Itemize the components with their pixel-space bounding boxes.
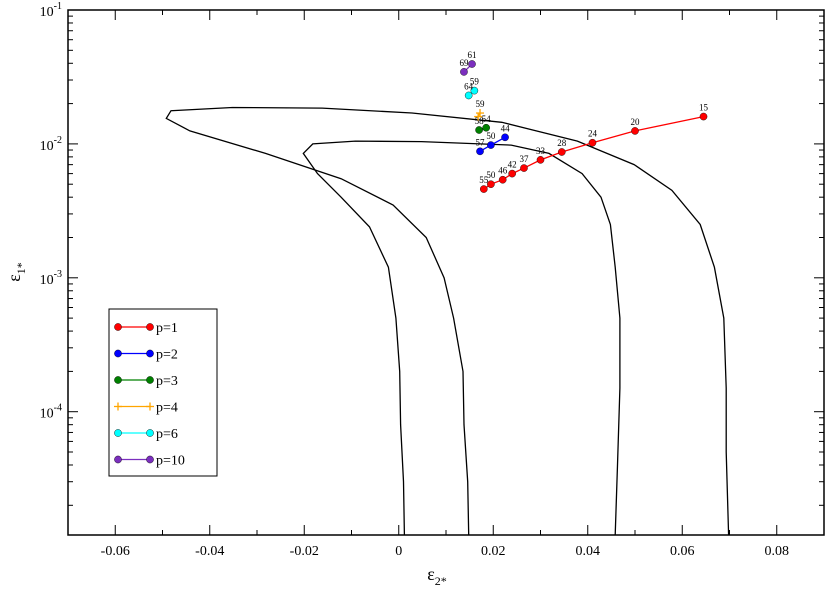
legend-label: p=1 [156,321,178,336]
legend-marker [114,323,122,331]
legend-box [108,308,218,477]
y-tick-label: 10-2 [40,135,62,154]
data-label: 44 [501,123,511,133]
data-label: 69 [459,58,469,68]
data-point [498,175,507,184]
data-label: 24 [588,129,598,139]
data-label: 64 [464,81,474,91]
legend-marker [146,455,154,464]
x-tick-label: -0.06 [101,544,130,559]
legend-label: p=2 [156,348,178,363]
data-label: 58 [475,116,485,126]
data-label: 50 [486,131,496,141]
x-tick-label: -0.02 [290,544,319,559]
legend-marker [146,349,154,358]
data-label: 15 [699,103,709,113]
legend: p=1 p=2 p=3 p=4 p=6 p=10 [108,308,218,477]
axes-group: -0.06 -0.04 -0.02 0 0.02 0.04 0.06 0.08 10-1 10-2… [40,1,824,559]
x-tick-label: -0.04 [195,544,224,559]
data-point [557,148,566,156]
data-point [520,164,528,172]
x-tick-label: 0.08 [765,544,790,559]
data-point [476,147,484,156]
legend-item-p-1: p=1 [114,321,178,336]
legend-marker [146,429,154,437]
legend-item-p-2: p=2 [114,348,178,363]
legend-label: p=10 [156,454,185,469]
x-axis-label: ε2* [427,564,447,588]
legend-item-p-10: p=10 [114,454,185,469]
legend-item-p-3: p=3 [114,374,178,389]
legend-marker [146,323,154,331]
legend-label: p=4 [156,401,178,416]
data-point [631,127,639,135]
data-point [460,68,468,76]
x-tick-label: 0.02 [481,544,506,559]
data-point [487,180,495,189]
x-axis-label-sub: 2* [435,574,447,588]
data-point [482,123,490,132]
data-label: 61 [467,50,476,60]
data-point [536,156,545,164]
series-p-4: 59 [474,99,485,121]
series-line-p-1 [483,115,704,190]
data-point [475,126,483,134]
data-label: 54 [482,114,492,124]
data-label: 57 [476,137,486,147]
legend-marker [114,455,122,464]
y-tick-label: 10-1 [40,1,62,20]
legend-marker [114,349,122,358]
data-label: 20 [631,117,641,127]
data-label: 59 [470,77,480,87]
legend-label: p=6 [156,427,178,442]
x-tick-label: 0.06 [670,544,695,559]
legend-label: p=3 [156,374,178,389]
data-point [474,112,483,121]
legend-marker [114,376,122,384]
data-point [470,86,479,95]
y-axis-label: ε1* [4,262,28,282]
legend-item-p-6: p=6 [114,427,178,442]
data-point [508,169,516,178]
inner-contour [302,140,621,536]
legend-marker [114,429,122,437]
legend-marker [146,376,154,384]
data-point [699,112,708,121]
data-label: 33 [536,146,546,156]
data-label: 55 [479,175,489,185]
data-point [464,91,473,100]
data-point [479,185,488,193]
y-tick-label: 10-3 [40,269,62,288]
data-label: 50 [486,170,496,180]
data-label: 59 [476,99,486,109]
y-axis-label-sub: 1* [14,262,28,274]
y-tick-label: 10-4 [40,403,62,422]
data-point [476,109,485,118]
contour-group [165,106,730,536]
data-label: 28 [557,138,567,148]
data-label: 46 [498,166,508,176]
data-label: 42 [508,160,517,170]
legend-item-p-4: p=4 [114,401,178,416]
data-point [487,141,495,149]
x-tick-label: 0.04 [576,544,601,559]
data-point [501,133,509,142]
outer-contour [165,106,730,536]
data-point [588,138,597,147]
data-point [468,60,476,68]
x-tick-label: 0 [395,544,402,559]
data-label: 37 [519,154,529,164]
